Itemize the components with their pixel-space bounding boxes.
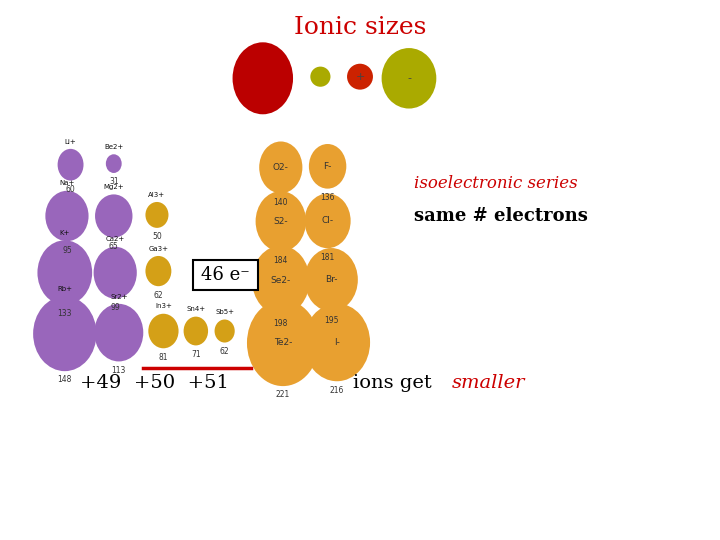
- Ellipse shape: [106, 154, 122, 173]
- Text: +: +: [355, 72, 365, 82]
- Text: Cl-: Cl-: [322, 217, 333, 225]
- Text: 50: 50: [152, 232, 162, 241]
- Ellipse shape: [309, 144, 346, 188]
- Ellipse shape: [304, 303, 370, 381]
- Text: I-: I-: [334, 338, 340, 347]
- Ellipse shape: [148, 314, 179, 348]
- Text: 62: 62: [220, 347, 230, 356]
- Text: Br-: Br-: [325, 275, 338, 284]
- Text: Mg2+: Mg2+: [104, 184, 124, 190]
- Ellipse shape: [94, 247, 137, 299]
- Ellipse shape: [382, 48, 436, 109]
- Ellipse shape: [305, 193, 351, 248]
- Text: O2-: O2-: [273, 163, 289, 172]
- Ellipse shape: [184, 316, 208, 346]
- Text: 60: 60: [66, 185, 76, 194]
- Text: K+: K+: [60, 230, 70, 236]
- Text: Sr2+: Sr2+: [110, 294, 127, 300]
- FancyBboxPatch shape: [193, 260, 258, 290]
- Ellipse shape: [215, 320, 235, 342]
- Text: 216: 216: [330, 386, 344, 395]
- Text: 140: 140: [274, 198, 288, 207]
- Text: Na+: Na+: [59, 180, 75, 186]
- Text: 62: 62: [153, 291, 163, 300]
- Ellipse shape: [145, 256, 171, 286]
- Text: In3+: In3+: [155, 303, 172, 309]
- Text: 148: 148: [58, 375, 72, 384]
- Ellipse shape: [256, 191, 306, 252]
- Text: S2-: S2-: [274, 217, 288, 226]
- Text: 195: 195: [324, 316, 338, 325]
- Text: Se2-: Se2-: [271, 276, 291, 285]
- Text: Sb5+: Sb5+: [215, 309, 234, 315]
- Text: isoelectronic series: isoelectronic series: [414, 175, 577, 192]
- Text: F-: F-: [323, 162, 332, 171]
- Text: 133: 133: [58, 309, 72, 319]
- Text: 198: 198: [274, 319, 288, 328]
- Text: Ionic sizes: Ionic sizes: [294, 16, 426, 38]
- Text: 184: 184: [274, 256, 288, 265]
- Text: Ga3+: Ga3+: [148, 246, 168, 252]
- Text: 181: 181: [320, 253, 335, 261]
- Text: 46 e⁻: 46 e⁻: [201, 266, 250, 284]
- Text: -: -: [407, 73, 411, 83]
- Ellipse shape: [347, 64, 373, 90]
- Text: 221: 221: [276, 390, 290, 400]
- Ellipse shape: [305, 248, 358, 312]
- Text: 81: 81: [158, 353, 168, 362]
- Text: Te2-: Te2-: [274, 339, 292, 347]
- Ellipse shape: [145, 202, 168, 228]
- Text: 99: 99: [110, 303, 120, 312]
- Ellipse shape: [33, 296, 96, 371]
- Ellipse shape: [233, 42, 293, 114]
- Ellipse shape: [45, 191, 89, 241]
- Text: Rb+: Rb+: [58, 286, 72, 292]
- Text: 31: 31: [109, 177, 119, 186]
- Text: 71: 71: [191, 350, 201, 359]
- Ellipse shape: [247, 300, 319, 386]
- Text: ions get: ions get: [353, 374, 431, 393]
- Text: Be2+: Be2+: [104, 144, 123, 150]
- Text: +49  +50  +51: +49 +50 +51: [81, 374, 229, 393]
- Ellipse shape: [37, 240, 92, 305]
- Text: 95: 95: [62, 246, 72, 254]
- Ellipse shape: [310, 66, 330, 87]
- Text: smaller: smaller: [452, 374, 526, 393]
- Text: 113: 113: [112, 366, 126, 375]
- Ellipse shape: [94, 304, 143, 361]
- Text: same # electrons: same # electrons: [414, 207, 588, 225]
- Text: Li+: Li+: [65, 139, 76, 145]
- Text: Ca2+: Ca2+: [106, 237, 125, 242]
- Text: 136: 136: [320, 193, 335, 202]
- Ellipse shape: [95, 194, 132, 238]
- Text: Sn4+: Sn4+: [186, 306, 205, 312]
- Ellipse shape: [58, 149, 84, 180]
- Text: 65: 65: [109, 242, 119, 251]
- Text: Al3+: Al3+: [148, 192, 166, 198]
- Ellipse shape: [259, 141, 302, 193]
- Ellipse shape: [252, 246, 310, 315]
